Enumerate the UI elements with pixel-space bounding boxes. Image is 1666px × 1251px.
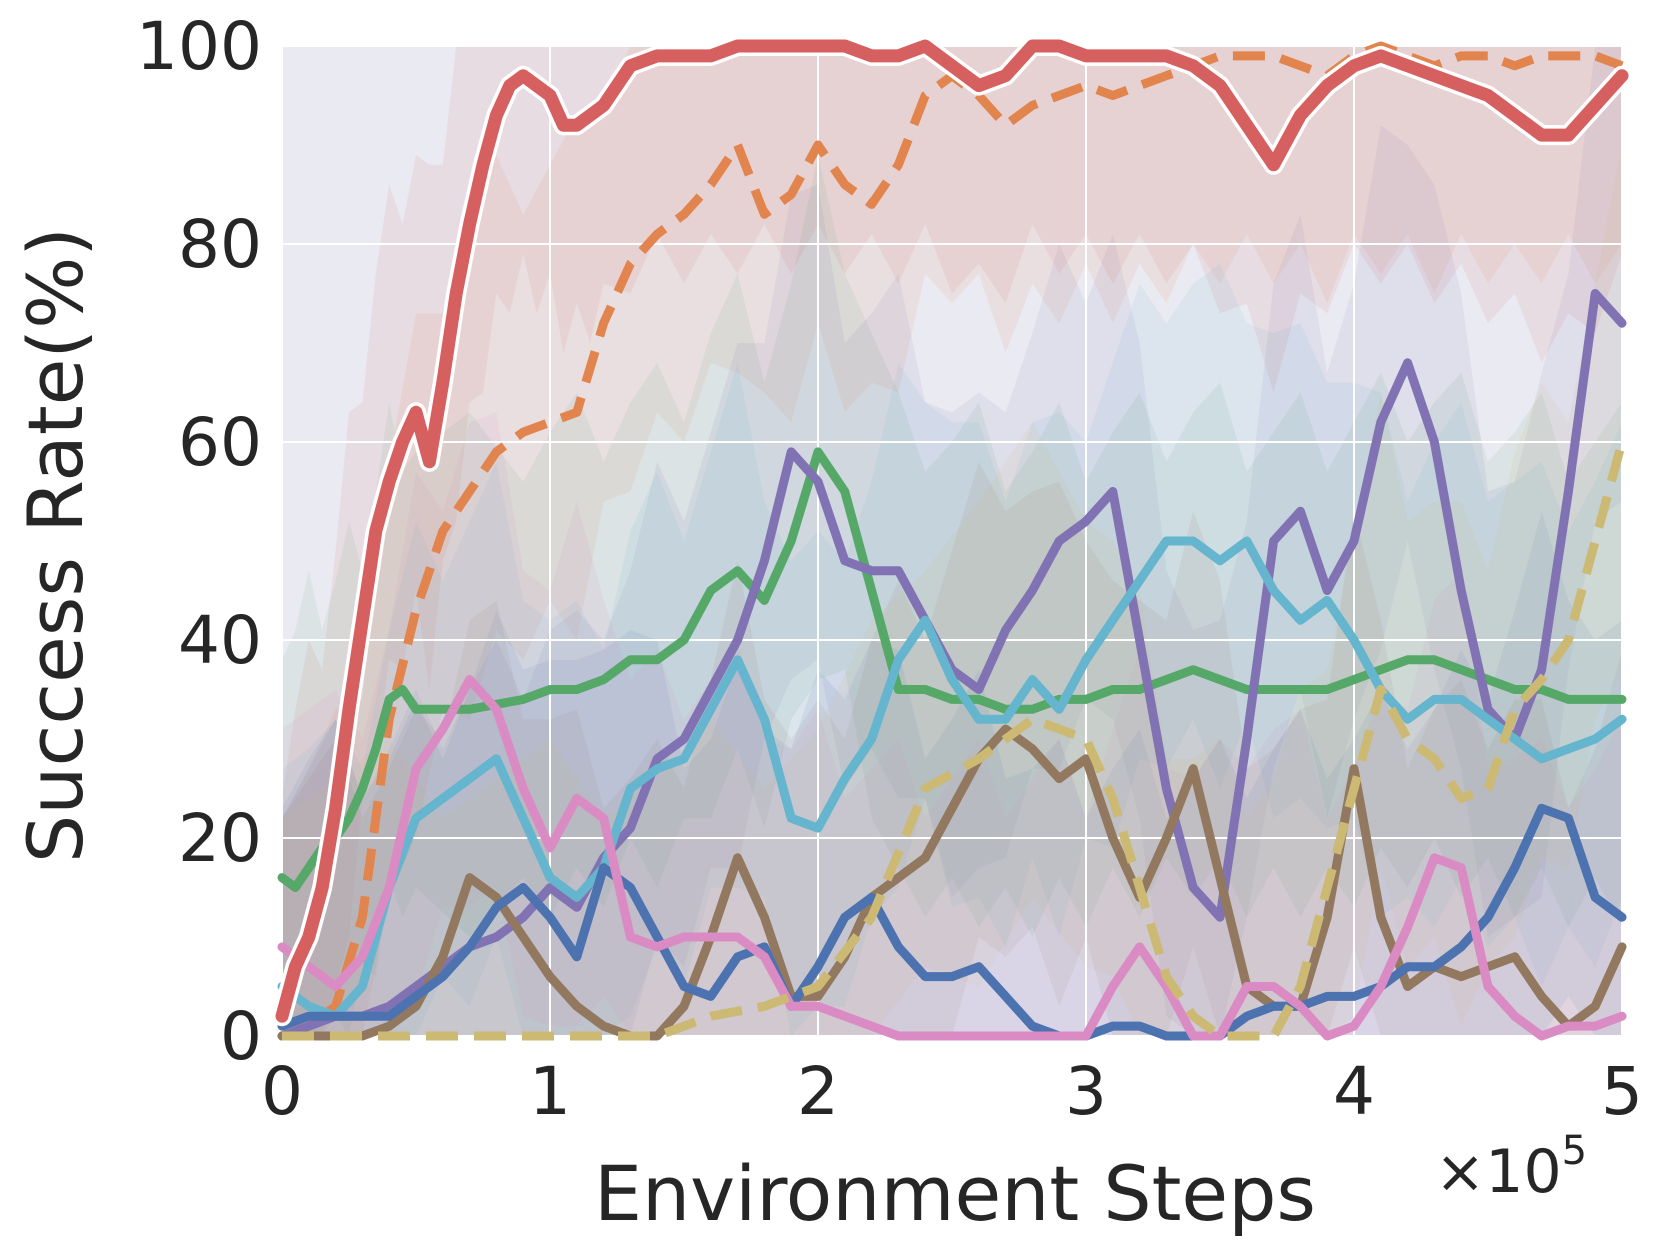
x-tick-label: 4 — [1333, 1053, 1375, 1130]
series-line — [275, 39, 1629, 1023]
series-band — [282, 46, 1622, 1036]
x-axis-multiplier: ×105 — [1435, 1128, 1587, 1207]
y-tick-label: 80 — [178, 206, 262, 283]
series-line — [282, 440, 1627, 1041]
plot-background — [282, 46, 1622, 1036]
x-tick-label: 0 — [261, 1053, 303, 1130]
x-tick-label: 1 — [529, 1053, 571, 1130]
y-tick-labels: 0 20 40 60 80 100 — [136, 8, 262, 1075]
series-band — [282, 46, 1622, 1036]
x-axis-title: Environment Steps — [594, 1149, 1316, 1238]
x-tick-labels: 0 1 2 3 4 5 — [261, 1053, 1643, 1130]
y-tick-label: 0 — [220, 998, 262, 1075]
series-lines — [272, 36, 1632, 1041]
y-tick-label: 20 — [178, 800, 262, 877]
x-tick-label: 2 — [797, 1053, 839, 1130]
y-axis-title: Success Rate(%) — [11, 227, 100, 863]
series-band — [282, 145, 1622, 1036]
series-line — [277, 447, 1627, 892]
y-tick-label: 40 — [178, 602, 262, 679]
series-line — [277, 536, 1627, 1021]
series-line — [277, 724, 1627, 1041]
series-band — [282, 511, 1622, 1036]
series-line — [277, 675, 1627, 1041]
x-tick-label: 5 — [1601, 1053, 1643, 1130]
x-tick-label: 3 — [1065, 1053, 1107, 1130]
y-tick-label: 100 — [136, 8, 262, 85]
series-line — [277, 803, 1627, 1041]
series-band — [282, 46, 1622, 1036]
y-tick-label: 60 — [178, 404, 262, 481]
